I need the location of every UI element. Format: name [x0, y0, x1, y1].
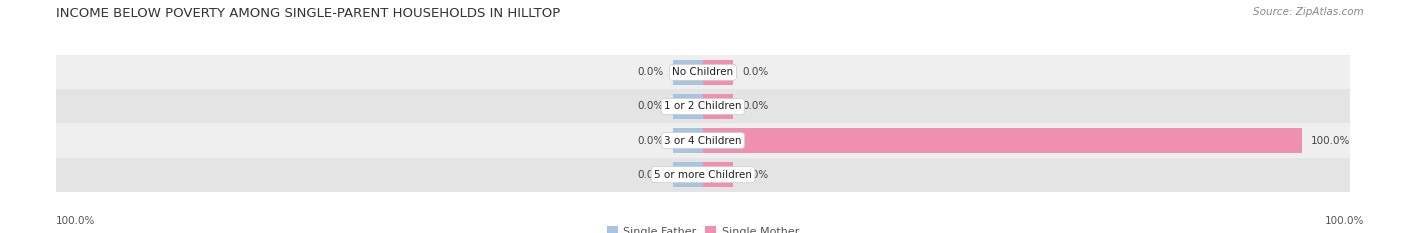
Bar [56, 158, 1350, 192]
Text: 3 or 4 Children: 3 or 4 Children [664, 136, 742, 146]
Text: 100.0%: 100.0% [1324, 216, 1364, 226]
Text: 0.0%: 0.0% [638, 136, 664, 146]
Text: Source: ZipAtlas.com: Source: ZipAtlas.com [1253, 7, 1364, 17]
Text: 5 or more Children: 5 or more Children [654, 170, 752, 180]
Text: No Children: No Children [672, 67, 734, 77]
Text: 1 or 2 Children: 1 or 2 Children [664, 101, 742, 111]
Text: 0.0%: 0.0% [638, 67, 664, 77]
Text: 0.0%: 0.0% [742, 170, 768, 180]
Text: 100.0%: 100.0% [56, 216, 96, 226]
Bar [673, 94, 703, 119]
Text: INCOME BELOW POVERTY AMONG SINGLE-PARENT HOUSEHOLDS IN HILLTOP: INCOME BELOW POVERTY AMONG SINGLE-PARENT… [56, 7, 561, 20]
Text: 0.0%: 0.0% [638, 101, 664, 111]
Text: 0.0%: 0.0% [742, 67, 768, 77]
Bar [703, 162, 733, 187]
Bar [703, 128, 1302, 153]
Bar [673, 128, 703, 153]
Bar [56, 55, 1350, 89]
Bar [703, 60, 733, 85]
Legend: Single Father, Single Mother: Single Father, Single Mother [602, 222, 804, 233]
Bar [56, 123, 1350, 158]
Bar [56, 89, 1350, 123]
Text: 0.0%: 0.0% [638, 170, 664, 180]
Text: 100.0%: 100.0% [1310, 136, 1350, 146]
Bar [673, 60, 703, 85]
Bar [673, 162, 703, 187]
Bar [703, 94, 733, 119]
Text: 0.0%: 0.0% [742, 101, 768, 111]
